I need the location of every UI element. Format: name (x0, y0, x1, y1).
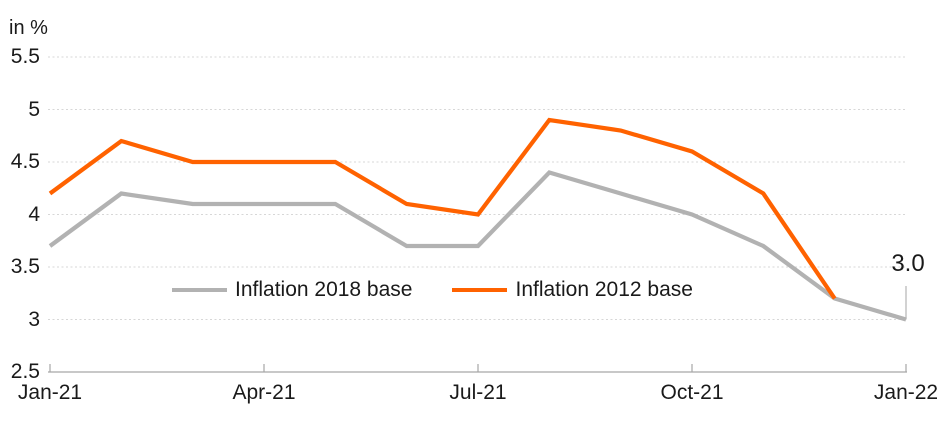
y-tick-label: 4 (28, 202, 40, 226)
x-tick-label: Oct-21 (660, 381, 724, 404)
y-tick-label: 3.5 (10, 255, 40, 278)
legend: Inflation 2018 base Inflation 2012 base (172, 277, 693, 303)
y-tick-label: 5.5 (10, 45, 40, 68)
legend-label: Inflation 2012 base (515, 278, 693, 301)
y-tick-label: 3 (28, 307, 40, 331)
legend-swatch-gray-line (172, 288, 227, 292)
series-line-inflation-2012-base (48, 117, 837, 300)
legend-swatch-orange-line (452, 288, 508, 292)
y-tick-label: 4.5 (10, 150, 40, 173)
x-tick-label: Jan-22 (873, 381, 939, 404)
x-tick-label: Jan-21 (17, 381, 83, 404)
x-tick-label: Apr-21 (232, 381, 296, 404)
end-value-label: 3.0 (891, 250, 925, 277)
y-axis-unit-label: in % (9, 17, 48, 39)
y-tick-label: 5 (28, 97, 40, 121)
legend-label: Inflation 2018 base (235, 278, 413, 301)
x-tick-label: Jul-21 (449, 381, 507, 404)
y-tick-label: 2.5 (10, 360, 40, 383)
legend-item-2018-base: Inflation 2018 base (172, 277, 412, 303)
legend-item-2012-base: Inflation 2012 base (452, 277, 693, 303)
series-line-inflation-2018-base (48, 170, 907, 322)
